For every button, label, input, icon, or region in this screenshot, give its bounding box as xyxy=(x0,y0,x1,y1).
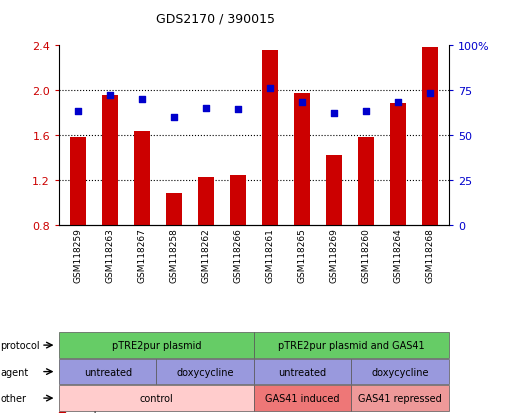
Text: doxycycline: doxycycline xyxy=(371,367,429,377)
Text: GAS41 induced: GAS41 induced xyxy=(265,393,340,403)
Point xyxy=(170,114,178,121)
Point xyxy=(74,109,82,115)
Point xyxy=(234,107,242,114)
Point xyxy=(298,100,306,106)
Bar xyxy=(326,155,342,225)
Text: pTRE2pur plasmid and GAS41: pTRE2pur plasmid and GAS41 xyxy=(278,340,425,350)
Text: pTRE2pur plasmid: pTRE2pur plasmid xyxy=(112,340,201,350)
Text: protocol: protocol xyxy=(1,340,40,350)
Text: agent: agent xyxy=(1,367,29,377)
Text: GAS41 repressed: GAS41 repressed xyxy=(358,393,442,403)
Text: count: count xyxy=(70,410,98,413)
Bar xyxy=(70,138,86,225)
Text: GDS2170 / 390015: GDS2170 / 390015 xyxy=(156,12,275,25)
Point xyxy=(266,85,274,92)
Point xyxy=(426,90,434,97)
Point xyxy=(138,96,146,102)
Bar xyxy=(230,176,246,225)
Text: other: other xyxy=(1,393,27,403)
Bar xyxy=(262,51,278,225)
Bar xyxy=(294,94,310,225)
Point xyxy=(202,105,210,112)
Text: doxycycline: doxycycline xyxy=(176,367,234,377)
Point xyxy=(393,100,402,106)
Point xyxy=(106,93,114,99)
Bar xyxy=(358,138,374,225)
Point xyxy=(362,109,370,115)
Bar xyxy=(422,47,438,225)
Point xyxy=(330,110,338,117)
Text: untreated: untreated xyxy=(84,367,132,377)
Bar xyxy=(166,194,182,225)
Bar xyxy=(390,104,406,225)
Bar xyxy=(134,132,150,225)
Text: control: control xyxy=(140,393,173,403)
Text: untreated: untreated xyxy=(279,367,327,377)
Bar xyxy=(102,96,118,225)
Bar xyxy=(198,178,214,225)
